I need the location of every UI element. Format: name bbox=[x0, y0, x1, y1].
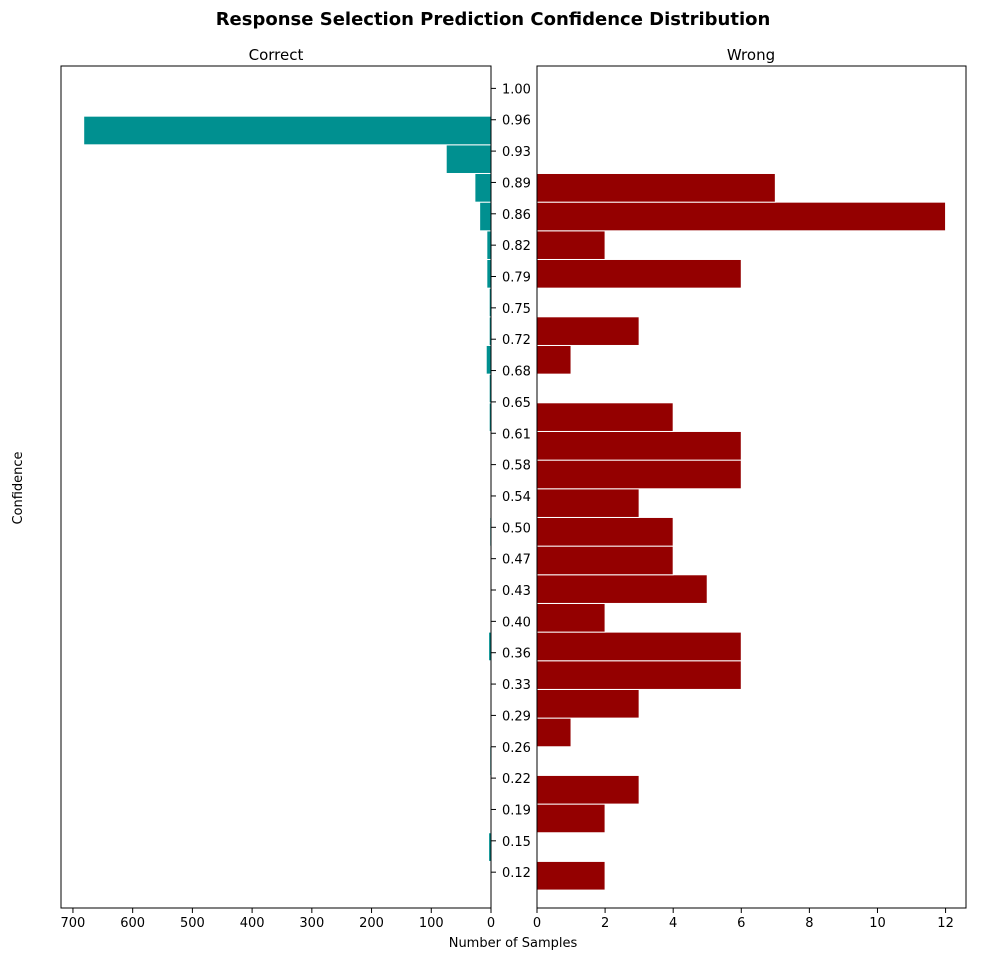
left-plot-frame bbox=[60, 65, 492, 909]
y-axis: 0.12 0.15 0.19 0.22 0.26 0.29 0.33 0.36 0.40 0.43… bbox=[491, 82, 531, 881]
y-tick-label: 0.68 bbox=[502, 365, 531, 380]
correct-bar bbox=[474, 172, 492, 203]
x-tick-label: 0 bbox=[487, 916, 495, 931]
x-tick-label: 12 bbox=[937, 916, 954, 931]
wrong-bar bbox=[536, 860, 606, 891]
y-tick-label: 0.86 bbox=[502, 208, 531, 223]
wrong-bar bbox=[536, 631, 742, 662]
y-tick-label: 0.54 bbox=[502, 490, 531, 505]
y-tick-label: 0.96 bbox=[502, 114, 531, 129]
wrong-bar bbox=[536, 660, 742, 690]
wrong-bar bbox=[536, 803, 606, 834]
left-panel-title: Correct bbox=[249, 46, 304, 64]
wrong-bar bbox=[536, 488, 640, 518]
right-panel-title: Wrong bbox=[727, 46, 775, 64]
wrong-bar bbox=[536, 172, 776, 203]
y-tick-label: 0.19 bbox=[502, 803, 531, 818]
y-tick-label: 0.89 bbox=[502, 176, 531, 191]
y-tick-label: 0.65 bbox=[502, 396, 531, 411]
y-tick-label: 1.00 bbox=[502, 82, 531, 97]
y-tick-label: 0.75 bbox=[502, 302, 531, 317]
wrong-bar bbox=[536, 574, 708, 604]
x-tick-label: 400 bbox=[240, 916, 265, 931]
wrong-bar bbox=[536, 430, 742, 461]
x-tick-label: 10 bbox=[869, 916, 886, 931]
y-tick-label: 0.82 bbox=[502, 239, 531, 254]
correct-bar bbox=[486, 230, 492, 260]
x-tick-label: 200 bbox=[359, 916, 384, 931]
wrong-bar bbox=[536, 230, 606, 260]
left-x-axis: 700 600 500 400 300 200 100 0 bbox=[61, 908, 495, 931]
y-tick-label: 0.22 bbox=[502, 772, 531, 787]
wrong-bar bbox=[536, 316, 640, 346]
y-axis-label: Confidence bbox=[11, 451, 26, 524]
y-tick-label: 0.72 bbox=[502, 333, 531, 348]
x-tick-label: 2 bbox=[601, 916, 609, 931]
y-tick-label: 0.33 bbox=[502, 678, 531, 693]
wrong-bar bbox=[536, 459, 742, 490]
wrong-bar bbox=[536, 717, 572, 748]
wrong-bar bbox=[536, 344, 572, 375]
wrong-bar bbox=[536, 688, 640, 719]
y-tick-label: 0.26 bbox=[502, 741, 531, 756]
x-tick-label: 8 bbox=[805, 916, 813, 931]
wrong-bar bbox=[536, 201, 947, 232]
x-tick-label: 4 bbox=[669, 916, 677, 931]
correct-bar bbox=[485, 344, 492, 375]
y-tick-label: 0.61 bbox=[502, 427, 531, 442]
chart-title: Response Selection Prediction Confidence… bbox=[216, 9, 771, 30]
wrong-bar bbox=[536, 545, 674, 576]
y-tick-label: 0.36 bbox=[502, 647, 531, 662]
correct-bar bbox=[83, 115, 492, 146]
y-tick-label: 0.12 bbox=[502, 866, 531, 881]
x-tick-label: 0 bbox=[533, 916, 541, 931]
right-x-axis: 0 2 4 6 8 10 12 bbox=[533, 908, 954, 931]
y-tick-label: 0.50 bbox=[502, 521, 531, 536]
y-tick-label: 0.43 bbox=[502, 584, 531, 599]
x-tick-label: 700 bbox=[61, 916, 86, 931]
y-tick-label: 0.29 bbox=[502, 709, 531, 724]
wrong-bar bbox=[536, 402, 674, 432]
y-tick-label: 0.40 bbox=[502, 615, 531, 630]
y-tick-label: 0.58 bbox=[502, 459, 531, 474]
wrong-bar bbox=[536, 258, 742, 289]
correct-bars bbox=[83, 115, 492, 862]
y-tick-label: 0.79 bbox=[502, 271, 531, 286]
wrong-bar bbox=[536, 774, 640, 805]
correct-bar bbox=[445, 144, 492, 174]
y-tick-label: 0.47 bbox=[502, 553, 531, 568]
x-tick-label: 300 bbox=[299, 916, 324, 931]
y-tick-label: 0.15 bbox=[502, 835, 531, 850]
x-tick-label: 500 bbox=[180, 916, 205, 931]
x-tick-label: 100 bbox=[419, 916, 444, 931]
right-plot-frame bbox=[536, 65, 967, 909]
correct-bar bbox=[486, 258, 492, 289]
correct-bar bbox=[479, 201, 492, 232]
x-tick-label: 6 bbox=[737, 916, 745, 931]
x-tick-label: 600 bbox=[120, 916, 145, 931]
wrong-bars bbox=[536, 172, 947, 891]
wrong-bar bbox=[536, 602, 606, 633]
x-axis-label: Number of Samples bbox=[449, 936, 578, 951]
wrong-bar bbox=[536, 516, 674, 547]
y-tick-label: 0.93 bbox=[502, 145, 531, 160]
